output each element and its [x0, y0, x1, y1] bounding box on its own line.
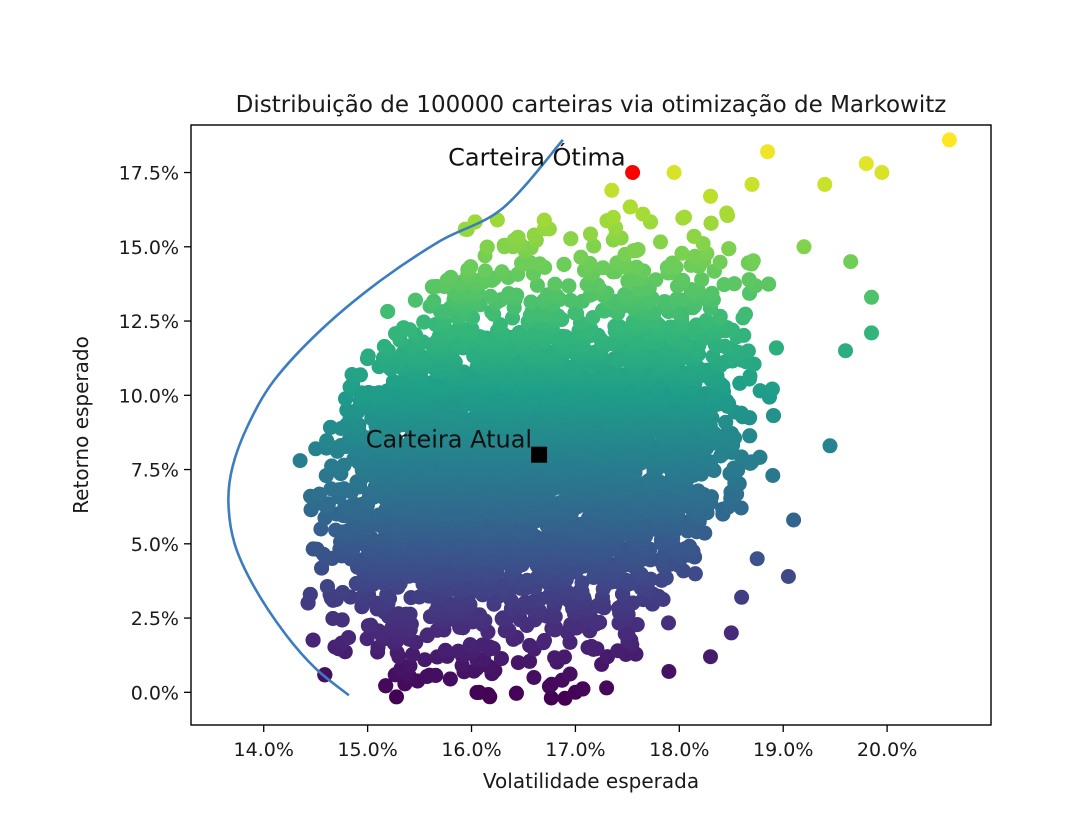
portfolio-point [336, 481, 352, 497]
portfolio-point [405, 647, 421, 662]
portfolio-point [752, 449, 768, 465]
portfolio-point [363, 617, 379, 633]
portfolio-point [402, 658, 418, 674]
portfolio-point [474, 637, 490, 653]
portfolio-point [346, 496, 362, 512]
portfolio-point [742, 428, 758, 444]
portfolio-point [292, 453, 308, 469]
portfolio-point [341, 630, 356, 646]
portfolio-point [325, 611, 341, 626]
chart-title: Distribuição de 100000 carteiras via oti… [236, 92, 947, 118]
portfolio-cloud [292, 132, 957, 706]
portfolio-point [543, 690, 559, 706]
portfolio-point [305, 632, 321, 648]
portfolio-point [305, 541, 321, 557]
portfolio-point [682, 538, 697, 554]
portfolio-point [510, 655, 526, 671]
portfolio-point [526, 670, 542, 685]
portfolio-point [378, 678, 394, 694]
portfolio-point [556, 649, 572, 665]
portfolio-point [471, 684, 487, 700]
portfolio-point [584, 639, 600, 654]
portfolio-point [389, 689, 404, 705]
portfolio-point [690, 483, 706, 499]
portfolio-point [493, 651, 509, 667]
portfolio-point [548, 620, 564, 636]
portfolio-point [723, 625, 739, 641]
portfolio-point [703, 649, 718, 665]
portfolio-point [661, 664, 677, 679]
portfolio-point [599, 680, 615, 696]
portfolio-point [323, 481, 339, 497]
portfolio-point [522, 638, 538, 653]
portfolio-point [661, 615, 676, 631]
portfolio-point [311, 486, 327, 502]
portfolio-point [417, 652, 433, 668]
portfolio-point [323, 419, 338, 435]
portfolio-point [302, 586, 318, 602]
portfolio-point [610, 643, 626, 659]
portfolio-point [508, 685, 524, 701]
portfolio-point [687, 566, 703, 582]
portfolio-point [822, 438, 838, 454]
portfolio-point [319, 579, 335, 595]
portfolio-point [734, 589, 750, 605]
portfolio-point [786, 512, 802, 528]
portfolio-point [442, 671, 458, 687]
portfolio-point [522, 653, 538, 669]
portfolio-point [402, 606, 418, 622]
portfolio-point [575, 681, 591, 697]
portfolio-point [335, 585, 351, 600]
portfolio-point [562, 666, 578, 682]
portfolio-point [536, 633, 552, 648]
portfolio-point [328, 522, 344, 538]
portfolio-point [359, 631, 375, 647]
portfolio-point [361, 385, 376, 400]
portfolio-point [450, 643, 466, 659]
portfolio-point [765, 468, 781, 483]
portfolio-point [766, 408, 781, 424]
portfolio-point [437, 642, 453, 658]
portfolio-point [780, 569, 796, 584]
portfolio-point [653, 532, 669, 548]
portfolio-point [462, 637, 478, 653]
portfolio-point [749, 551, 765, 567]
portfolio-point [574, 575, 590, 591]
portfolio-point [391, 606, 406, 622]
portfolio-point [319, 433, 335, 449]
portfolio-point [422, 667, 438, 683]
portfolio-point [629, 617, 645, 633]
